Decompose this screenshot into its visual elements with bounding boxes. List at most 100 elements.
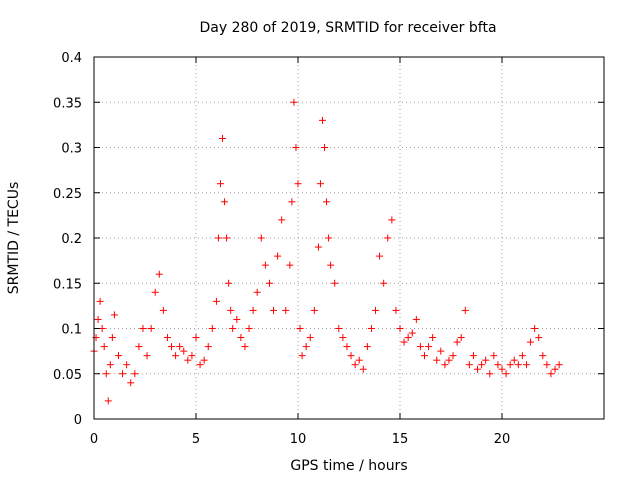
data-point bbox=[498, 365, 506, 373]
grid-x bbox=[195, 57, 503, 419]
data-point bbox=[325, 234, 333, 242]
data-point bbox=[114, 352, 122, 360]
data-point bbox=[478, 361, 486, 369]
data-point bbox=[372, 306, 380, 314]
x-tick-label: 5 bbox=[192, 432, 200, 447]
data-point bbox=[506, 361, 514, 369]
data-point bbox=[343, 343, 351, 351]
y-tick-label: 0.25 bbox=[53, 187, 82, 202]
data-point bbox=[288, 198, 296, 206]
data-point bbox=[147, 325, 155, 332]
data-point bbox=[227, 306, 235, 314]
data-point bbox=[104, 397, 112, 405]
data-point bbox=[286, 261, 294, 269]
data-point bbox=[292, 144, 300, 151]
data-point bbox=[420, 352, 428, 360]
data-point bbox=[139, 325, 147, 332]
data-point bbox=[425, 343, 433, 351]
data-point bbox=[494, 361, 502, 369]
y-tick-label: 0.2 bbox=[61, 232, 82, 247]
x-axis-ticks: 0 5 10 15 20 bbox=[90, 57, 510, 447]
data-point bbox=[527, 338, 535, 346]
data-point bbox=[135, 343, 143, 351]
data-point bbox=[474, 365, 482, 373]
x-tick-label: 20 bbox=[494, 432, 511, 447]
data-point bbox=[168, 343, 176, 351]
data-point bbox=[214, 234, 222, 242]
data-point bbox=[290, 98, 298, 106]
y-axis-ticks: 0 0.05 0.1 0.15 0.2 0.25 0.3 0.35 0.4 bbox=[53, 51, 604, 428]
data-point bbox=[225, 279, 233, 287]
data-point bbox=[100, 343, 108, 351]
data-point bbox=[208, 325, 216, 332]
y-tick-label: 0.1 bbox=[61, 323, 82, 338]
data-point bbox=[257, 234, 265, 242]
data-point bbox=[482, 356, 490, 364]
data-point bbox=[265, 279, 273, 287]
data-point bbox=[376, 252, 384, 260]
data-point bbox=[445, 356, 453, 364]
data-point bbox=[180, 347, 188, 355]
data-point bbox=[412, 315, 420, 323]
data-point bbox=[408, 329, 416, 337]
data-point bbox=[298, 352, 306, 360]
data-point bbox=[396, 325, 404, 332]
data-point bbox=[123, 361, 131, 369]
data-point bbox=[441, 361, 449, 369]
data-point bbox=[327, 261, 335, 269]
data-point bbox=[416, 343, 424, 351]
data-point bbox=[296, 325, 304, 332]
data-point bbox=[457, 334, 465, 342]
data-point bbox=[469, 352, 477, 360]
data-point bbox=[321, 144, 329, 151]
data-point bbox=[518, 352, 526, 360]
data-point bbox=[531, 325, 539, 332]
x-tick-label: 10 bbox=[290, 432, 307, 447]
data-point bbox=[110, 311, 118, 319]
data-point bbox=[223, 234, 231, 242]
data-point bbox=[551, 365, 559, 373]
x-axis-label: GPS time / hours bbox=[290, 458, 407, 474]
data-point bbox=[155, 270, 163, 278]
data-point bbox=[172, 352, 180, 360]
data-point bbox=[274, 252, 282, 260]
data-point bbox=[102, 370, 110, 378]
data-point bbox=[253, 288, 261, 296]
data-point bbox=[237, 334, 245, 342]
data-point bbox=[388, 216, 396, 224]
data-point bbox=[502, 370, 510, 378]
data-point bbox=[355, 356, 363, 364]
data-point bbox=[159, 306, 167, 314]
data-points bbox=[90, 98, 563, 405]
data-point bbox=[461, 306, 469, 314]
data-point bbox=[310, 306, 318, 314]
data-point bbox=[380, 279, 388, 287]
data-point bbox=[535, 334, 543, 342]
data-point bbox=[522, 361, 530, 369]
data-point bbox=[151, 288, 159, 296]
data-point bbox=[404, 334, 412, 342]
data-point bbox=[318, 116, 326, 124]
data-point bbox=[221, 198, 229, 206]
chart-title: Day 280 of 2019, SRMTID for receiver bft… bbox=[199, 20, 496, 36]
data-point bbox=[163, 334, 171, 342]
data-point bbox=[131, 370, 139, 378]
data-point bbox=[323, 198, 331, 206]
data-point bbox=[143, 352, 151, 360]
data-point bbox=[245, 325, 253, 332]
data-point bbox=[331, 279, 339, 287]
data-point bbox=[539, 352, 547, 360]
data-point bbox=[282, 306, 290, 314]
data-point bbox=[108, 334, 116, 342]
data-point bbox=[453, 338, 461, 346]
grid-y bbox=[94, 101, 604, 375]
data-point bbox=[339, 334, 347, 342]
data-point bbox=[94, 315, 102, 323]
y-tick-label: 0.15 bbox=[53, 277, 82, 292]
data-point bbox=[335, 325, 343, 332]
data-point bbox=[261, 261, 269, 269]
data-point bbox=[249, 306, 257, 314]
data-point bbox=[106, 361, 114, 369]
data-point bbox=[219, 134, 227, 142]
